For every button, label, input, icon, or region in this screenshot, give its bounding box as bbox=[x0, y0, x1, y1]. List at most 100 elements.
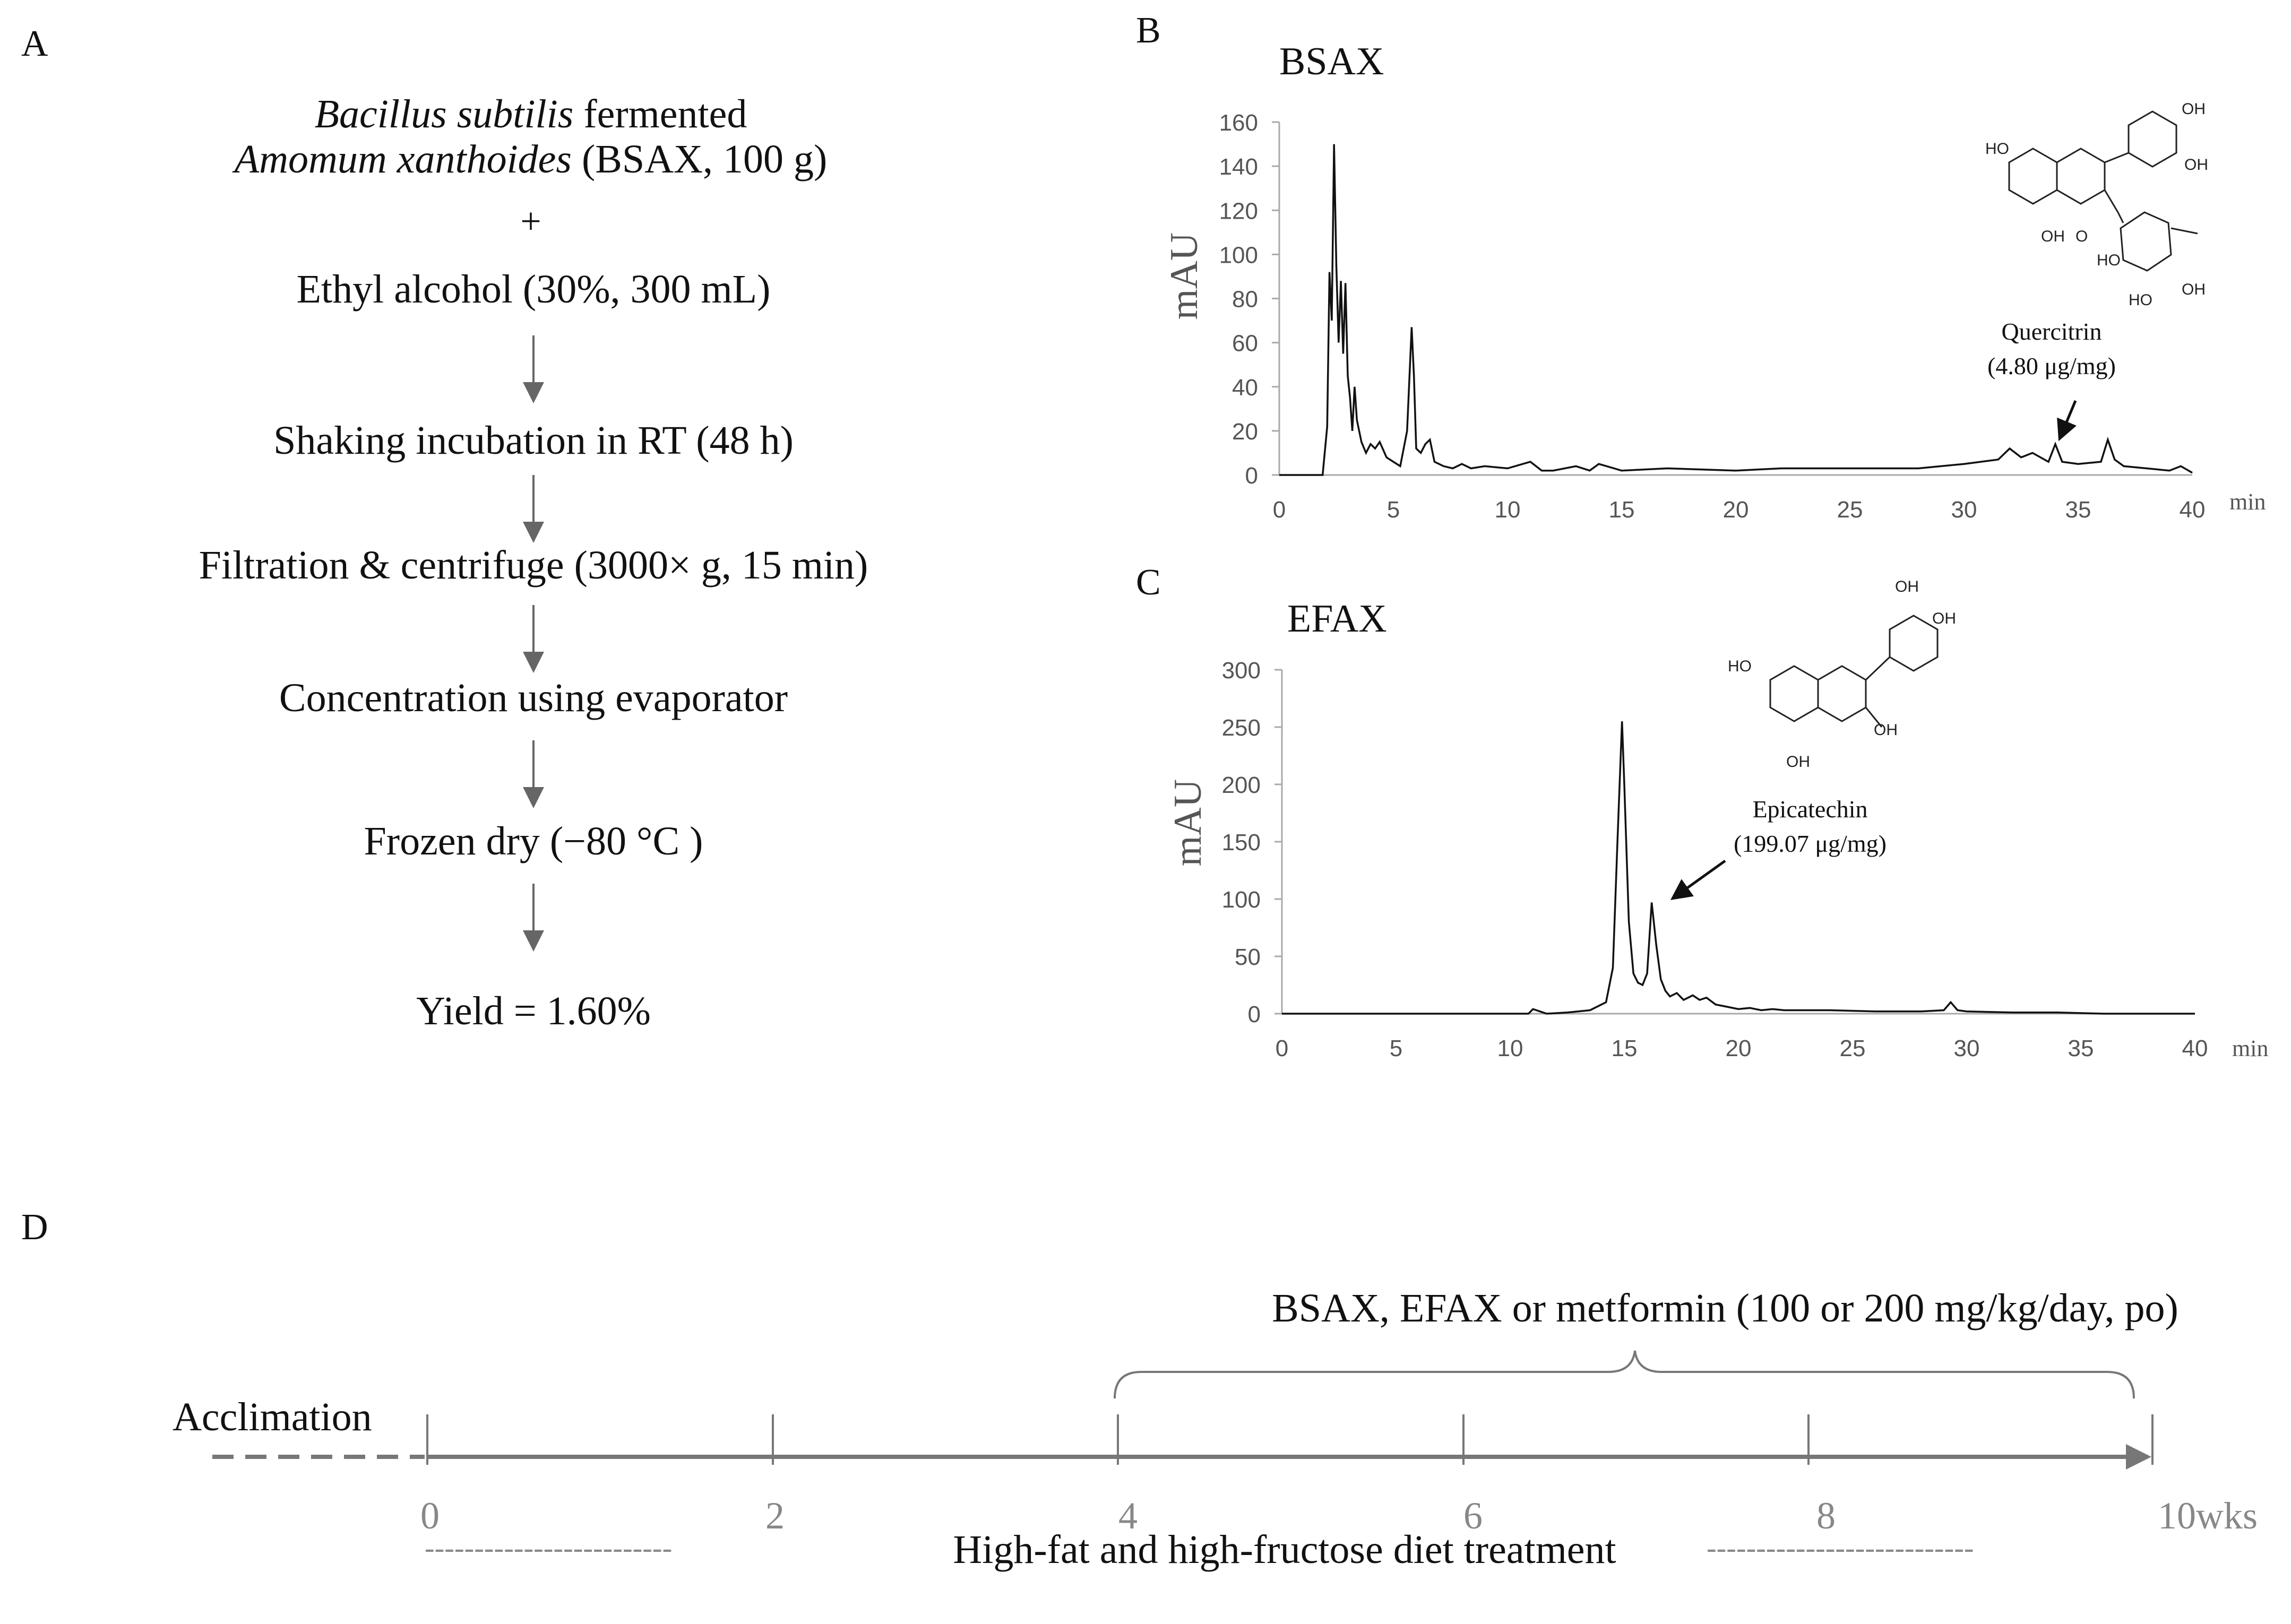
chart-b-title: BSAX bbox=[1279, 40, 1384, 83]
quercitrin-amount: (4.80 μg/mg) bbox=[1987, 352, 2116, 379]
svg-text:OH: OH bbox=[2184, 156, 2208, 174]
svg-text:OH: OH bbox=[2182, 281, 2206, 298]
timeline-label-0: 0 bbox=[420, 1495, 440, 1537]
panel-b: B BSAX mAU min 0 20 40 60 80 100 120 140 160 0 5 10… bbox=[1136, 10, 2266, 523]
chart-c-xtick-label: 35 bbox=[2068, 1035, 2094, 1061]
acclimation-label: Acclimation bbox=[173, 1395, 372, 1439]
chart-c-axes: 0 50 100 150 200 250 300 0 5 10 15 20 25 30 35 40 bbox=[1222, 658, 2208, 1061]
svg-text:HO: HO bbox=[2129, 291, 2152, 309]
panel-a-label: A bbox=[21, 23, 48, 64]
chart-c-xlabel: min bbox=[2232, 1035, 2268, 1061]
epicatechin-structure-labels: OH OH HO OH OH bbox=[1728, 578, 1956, 771]
chart-b-xtick-label: 0 bbox=[1273, 497, 1286, 523]
chart-b-ytick-label: 60 bbox=[1232, 331, 1258, 357]
quercitrin-name: Quercitrin bbox=[2001, 318, 2101, 345]
chart-b-ytick-label: 80 bbox=[1232, 287, 1258, 313]
svg-text:OH: OH bbox=[2041, 228, 2065, 245]
svg-text:OH: OH bbox=[1895, 578, 1919, 595]
chart-c-title: EFAX bbox=[1287, 597, 1387, 641]
svg-text:OH: OH bbox=[1874, 721, 1898, 739]
chart-b-ytick-label: 100 bbox=[1219, 242, 1258, 268]
chart-c-ytick-label: 300 bbox=[1222, 658, 1261, 684]
svg-text:OH: OH bbox=[2182, 100, 2206, 118]
chart-b-xtick-label: 25 bbox=[1837, 497, 1863, 523]
panel-a-title-rest-1: fermented bbox=[573, 92, 747, 136]
chart-b-ytick-label: 120 bbox=[1219, 198, 1258, 224]
svg-text:OH: OH bbox=[1786, 753, 1810, 771]
panel-c-label: C bbox=[1136, 562, 1161, 603]
timeline-label-4: 4 bbox=[1118, 1495, 1138, 1537]
chart-c-ytick-label: 50 bbox=[1235, 944, 1261, 970]
timeline-label-10wks: 10wks bbox=[2158, 1495, 2258, 1537]
chart-c-xtick-label: 40 bbox=[2182, 1035, 2208, 1061]
chart-c-ylabel: mAU bbox=[1166, 779, 1210, 866]
diet-dash-left: ------------------------- bbox=[425, 1532, 672, 1565]
chart-c-xtick-label: 5 bbox=[1390, 1035, 1402, 1061]
panel-a-plus: + bbox=[520, 201, 541, 242]
chart-b-xtick-label: 40 bbox=[2180, 497, 2206, 523]
chart-b-xtick-label: 20 bbox=[1723, 497, 1749, 523]
panel-a-title-line-2: Amomum xanthoides (BSAX, 100 g) bbox=[232, 137, 828, 182]
epicatechin-annotation: Epicatechin (199.07 μg/mg) bbox=[1670, 796, 1887, 900]
chart-b-xlabel: min bbox=[2229, 489, 2266, 515]
epicatechin-amount: (199.07 μg/mg) bbox=[1734, 830, 1887, 857]
chart-b-axes: 0 20 40 60 80 100 120 140 160 0 5 10 15 20 25 30 35 40 bbox=[1219, 110, 2206, 523]
chart-b-ytick-label: 140 bbox=[1219, 154, 1258, 180]
panel-b-label: B bbox=[1136, 10, 1161, 51]
panel-d-label: D bbox=[21, 1207, 48, 1248]
chart-c-ytick-label: 250 bbox=[1222, 715, 1261, 741]
panel-a-title-line-1: Bacillus subtilis fermented bbox=[315, 92, 747, 136]
epicatechin-name: Epicatechin bbox=[1752, 796, 1867, 823]
flow-step-concentration: Concentration using evaporator bbox=[279, 676, 788, 720]
flow-step-shaking: Shaking incubation in RT (48 h) bbox=[273, 418, 794, 463]
chart-b-ytick-label: 0 bbox=[1245, 463, 1258, 489]
treatment-brace bbox=[1114, 1350, 2135, 1399]
chart-b-xtick-label: 5 bbox=[1387, 497, 1400, 523]
flow-step-frozen-dry: Frozen dry (−80 °C ) bbox=[364, 819, 703, 863]
chart-c-xtick-label: 0 bbox=[1276, 1035, 1288, 1061]
epicatechin-structure-icon bbox=[1769, 615, 1939, 728]
chart-b-ytick-label: 20 bbox=[1232, 419, 1258, 445]
quercitrin-annotation: Quercitrin (4.80 μg/mg) bbox=[1987, 318, 2116, 442]
epicatechin-arrow bbox=[1670, 859, 1726, 900]
chart-c-xtick-label: 15 bbox=[1612, 1035, 1638, 1061]
chart-b-xtick-label: 15 bbox=[1609, 497, 1635, 523]
timeline-ticks bbox=[426, 1414, 2154, 1465]
svg-text:HO: HO bbox=[1728, 658, 1752, 675]
quercitrin-structure-icon bbox=[2008, 110, 2198, 272]
chart-c-xtick-label: 25 bbox=[1840, 1035, 1866, 1061]
svg-text:O: O bbox=[2075, 228, 2088, 245]
chart-c-xtick-label: 10 bbox=[1497, 1035, 1523, 1061]
timeline-label-6: 6 bbox=[1463, 1495, 1483, 1537]
svg-text:OH: OH bbox=[1932, 610, 1956, 627]
svg-text:HO: HO bbox=[2097, 252, 2121, 269]
panel-a-title-rest-2: (BSAX, 100 g) bbox=[572, 137, 827, 182]
chart-b-ytick-label: 160 bbox=[1219, 110, 1258, 136]
panel-a: A Bacillus subtilis fermented Amomum xan… bbox=[21, 23, 868, 1033]
chart-c-ytick-label: 0 bbox=[1248, 1001, 1261, 1027]
chart-c-ytick-label: 100 bbox=[1222, 887, 1261, 913]
chart-b-xtick-label: 35 bbox=[2065, 497, 2091, 523]
flow-step-yield: Yield = 1.60% bbox=[416, 989, 651, 1033]
flow-step-ethanol: Ethyl alcohol (30%, 300 mL) bbox=[297, 267, 771, 312]
quercitrin-structure-labels: OH OH HO OH O HO HO OH bbox=[1985, 100, 2208, 309]
svg-text:HO: HO bbox=[1985, 140, 2009, 158]
chart-b-series-line bbox=[1279, 144, 2193, 476]
chart-b-ytick-label: 40 bbox=[1232, 375, 1258, 401]
chart-c-series-line bbox=[1282, 721, 2195, 1015]
chart-c-xtick-label: 20 bbox=[1726, 1035, 1752, 1061]
panel-a-species-1: Bacillus subtilis bbox=[315, 92, 574, 136]
chart-c-xtick-label: 30 bbox=[1954, 1035, 1980, 1061]
timeline-tick-labels: 0 2 4 6 8 10wks bbox=[420, 1495, 2258, 1537]
chart-b-xtick-label: 30 bbox=[1951, 497, 1977, 523]
timeline-label-2: 2 bbox=[765, 1495, 785, 1537]
treatment-label: BSAX, EFAX or metformin (100 or 200 mg/k… bbox=[1272, 1286, 2178, 1331]
panel-d: D BSAX, EFAX or metformin (100 or 200 mg… bbox=[21, 1207, 2258, 1572]
flow-step-filtration: Filtration & centrifuge (3000× g, 15 min… bbox=[199, 543, 868, 588]
chart-c-ytick-label: 200 bbox=[1222, 772, 1261, 798]
quercitrin-arrow bbox=[2057, 400, 2077, 442]
panel-c: C EFAX mAU min 0 50 100 150 200 250 300 0 5 10 15 2… bbox=[1136, 562, 2268, 1061]
diet-dash-right: --------------------------- bbox=[1707, 1532, 1974, 1565]
timeline-label-8: 8 bbox=[1816, 1495, 1836, 1537]
